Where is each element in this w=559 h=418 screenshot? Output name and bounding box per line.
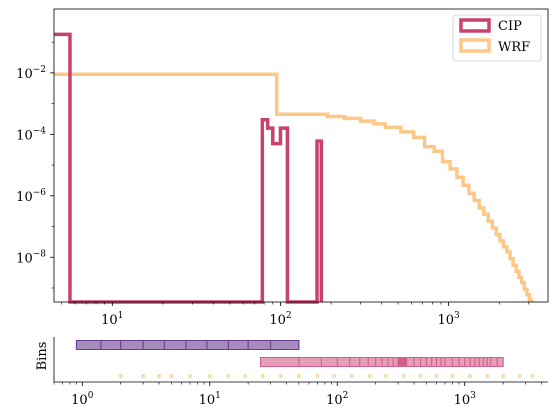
bin-point [207, 374, 212, 378]
bin-point [434, 374, 439, 378]
x-tick-label: 102 [269, 311, 291, 328]
bin-point [315, 374, 320, 378]
y-tick-label: 10−8 [16, 249, 46, 266]
bin-bar [75, 340, 300, 350]
bin-point [517, 374, 522, 378]
histogram-line-wrf [54, 72, 534, 302]
bin-point [367, 374, 372, 378]
legend-label-cip: CIP [498, 19, 522, 34]
legend-swatch-cip [459, 18, 491, 33]
bin-point [450, 374, 455, 378]
bins-x-ticks: 100 101 102 103 [53, 382, 542, 408]
bin-point [188, 374, 193, 378]
bin-highlight [398, 357, 407, 367]
legend-swatch-wrf [459, 38, 491, 53]
bin-point [226, 374, 231, 378]
bin-point [243, 374, 248, 378]
bins-plot: 100 101 102 103 Bins [35, 337, 548, 408]
bin-point [530, 374, 535, 378]
bin-point [485, 374, 490, 378]
y-tick-label: 10−4 [16, 126, 46, 143]
bin-point [169, 374, 174, 378]
y-tick-label: 10−2 [16, 65, 46, 82]
bin-point [118, 374, 123, 378]
bin-point [501, 374, 506, 378]
histogram-plot: 101 102 103 10−8 10−6 10−4 10−2 [16, 8, 549, 328]
bin-row-0 [75, 340, 300, 350]
bins-y-label: Bins [35, 342, 50, 371]
bin-point [418, 374, 423, 378]
x-tick-label: 103 [437, 311, 460, 328]
bin-point [141, 374, 146, 378]
bin-row-1 [259, 357, 504, 367]
x-tick-label: 101 [101, 311, 123, 328]
legend-label-wrf: WRF [498, 40, 530, 55]
bins-x-tick-label: 102 [326, 391, 348, 408]
histogram-y-ticks: 10−8 10−6 10−4 10−2 [16, 41, 54, 289]
y-tick-label: 10−6 [16, 188, 46, 205]
histogram-axes-frame [53, 8, 549, 303]
bin-point [349, 374, 354, 378]
bin-point [296, 374, 301, 378]
bin-point [383, 374, 388, 378]
bin-point [157, 374, 162, 378]
bin-point [278, 374, 283, 378]
bin-point [468, 374, 473, 378]
bins-x-tick-label: 101 [199, 391, 221, 408]
bin-point [401, 374, 406, 378]
bin-points-2 [118, 374, 535, 378]
bins-x-tick-label: 100 [71, 391, 94, 408]
histogram-x-ticks: 101 102 103 [61, 302, 530, 328]
bins-x-tick-label: 103 [454, 391, 477, 408]
bin-point [332, 374, 337, 378]
bin-point [260, 374, 265, 378]
bins-rows [75, 340, 535, 378]
legend: CIP WRF [452, 14, 542, 62]
